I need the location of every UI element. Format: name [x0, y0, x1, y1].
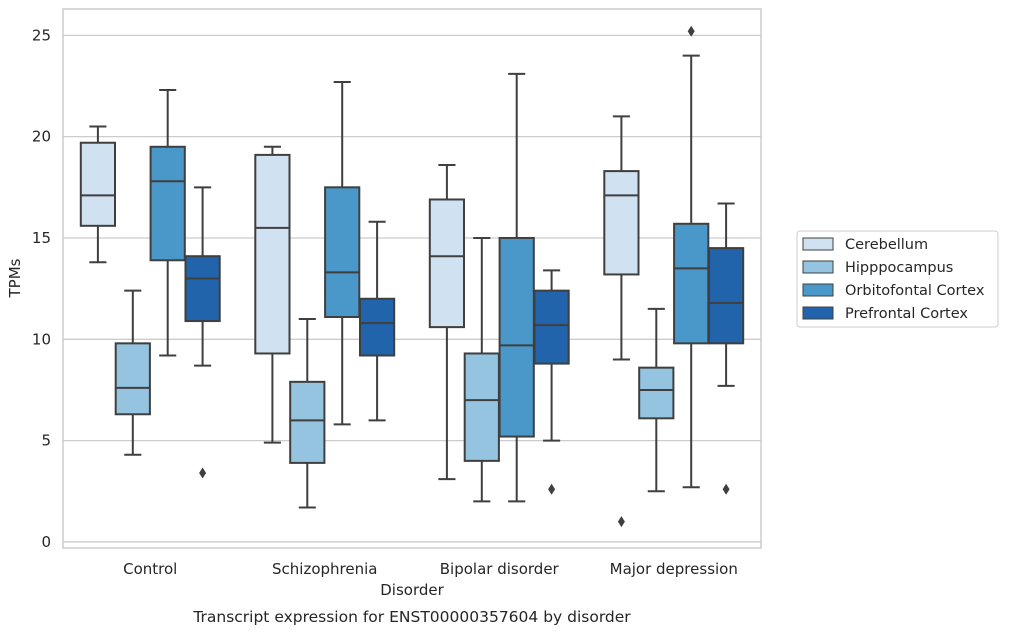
box-prefrontal-cortex-major-depression — [707, 202, 745, 495]
y-tick-label-10: 10 — [32, 330, 51, 348]
legend-label-hipppocampus: Hipppocampus — [845, 260, 953, 276]
outlier-point — [548, 483, 556, 495]
legend-swatch-orbitofontal-cortex — [802, 283, 834, 297]
box-body — [254, 153, 291, 355]
box-body — [498, 236, 535, 438]
legend: Cerebellum Hipppocampus Orbitofontal Corte… — [796, 230, 999, 328]
outlier-point — [617, 516, 625, 528]
box-cerebellum-major-depression — [603, 115, 640, 528]
y-tick-label-20: 20 — [32, 128, 51, 146]
box-body — [463, 352, 500, 462]
box-hipppocampus-control — [114, 289, 151, 456]
x-axis-label: Disorder — [380, 581, 444, 599]
box-hipppocampus-schizophrenia — [289, 318, 326, 509]
box-cerebellum-control — [79, 125, 117, 264]
box-body — [79, 141, 117, 227]
box-orbitofontal-cortex-bipolar-disorder — [498, 72, 535, 503]
y-tick-label-15: 15 — [32, 229, 51, 247]
outlier-point — [722, 483, 730, 495]
legend-label-cerebellum: Cerebellum — [845, 237, 928, 253]
box-body — [533, 289, 570, 365]
legend-swatch-hipppocampus — [802, 260, 834, 274]
y-tick-label-0: 0 — [41, 533, 51, 551]
box-cerebellum-bipolar-disorder — [428, 164, 466, 481]
y-tick-label-5: 5 — [41, 432, 51, 450]
chart-caption: Transcript expression for ENST0000035760… — [192, 608, 631, 626]
outlier-point — [199, 467, 207, 479]
x-tick-label-schizophrenia: Schizophrenia — [272, 560, 377, 578]
x-tick-label-bipolar-disorder: Bipolar disorder — [440, 560, 560, 578]
box-body — [428, 198, 466, 329]
box-body — [638, 366, 675, 420]
x-tick-label-major-depression: Major depression — [610, 560, 738, 578]
box-body — [673, 222, 710, 345]
outlier-point — [687, 25, 695, 37]
x-tick-label-control: Control — [123, 560, 177, 578]
box-body — [707, 247, 745, 345]
box-body — [603, 170, 640, 276]
legend-label-orbitofontal-cortex: Orbitofontal Cortex — [845, 283, 985, 299]
box-orbitofontal-cortex-control — [149, 89, 186, 357]
y-axis-label: TPMs — [6, 258, 24, 298]
box-body — [358, 297, 396, 357]
plot-frame — [62, 8, 762, 549]
box-hipppocampus-major-depression — [638, 307, 675, 493]
y-tick-label-25: 25 — [32, 26, 51, 44]
legend-label-prefrontal-cortex: Prefrontal Cortex — [845, 306, 968, 322]
legend-frame — [796, 230, 999, 328]
legend-swatch-prefrontal-cortex — [802, 306, 834, 320]
box-prefrontal-cortex-schizophrenia — [358, 220, 396, 422]
box-orbitofontal-cortex-major-depression — [673, 25, 710, 489]
box-cerebellum-schizophrenia — [254, 145, 291, 444]
box-prefrontal-cortex-bipolar-disorder — [533, 269, 570, 495]
box-body — [184, 255, 221, 323]
box-orbitofontal-cortex-schizophrenia — [324, 80, 361, 426]
box-prefrontal-cortex-control — [184, 186, 221, 479]
box-body — [324, 186, 361, 318]
box-body — [114, 342, 151, 416]
legend-swatch-cerebellum — [802, 237, 834, 251]
box-body — [149, 145, 186, 262]
box-hipppocampus-bipolar-disorder — [463, 236, 500, 503]
box-body — [289, 380, 326, 464]
